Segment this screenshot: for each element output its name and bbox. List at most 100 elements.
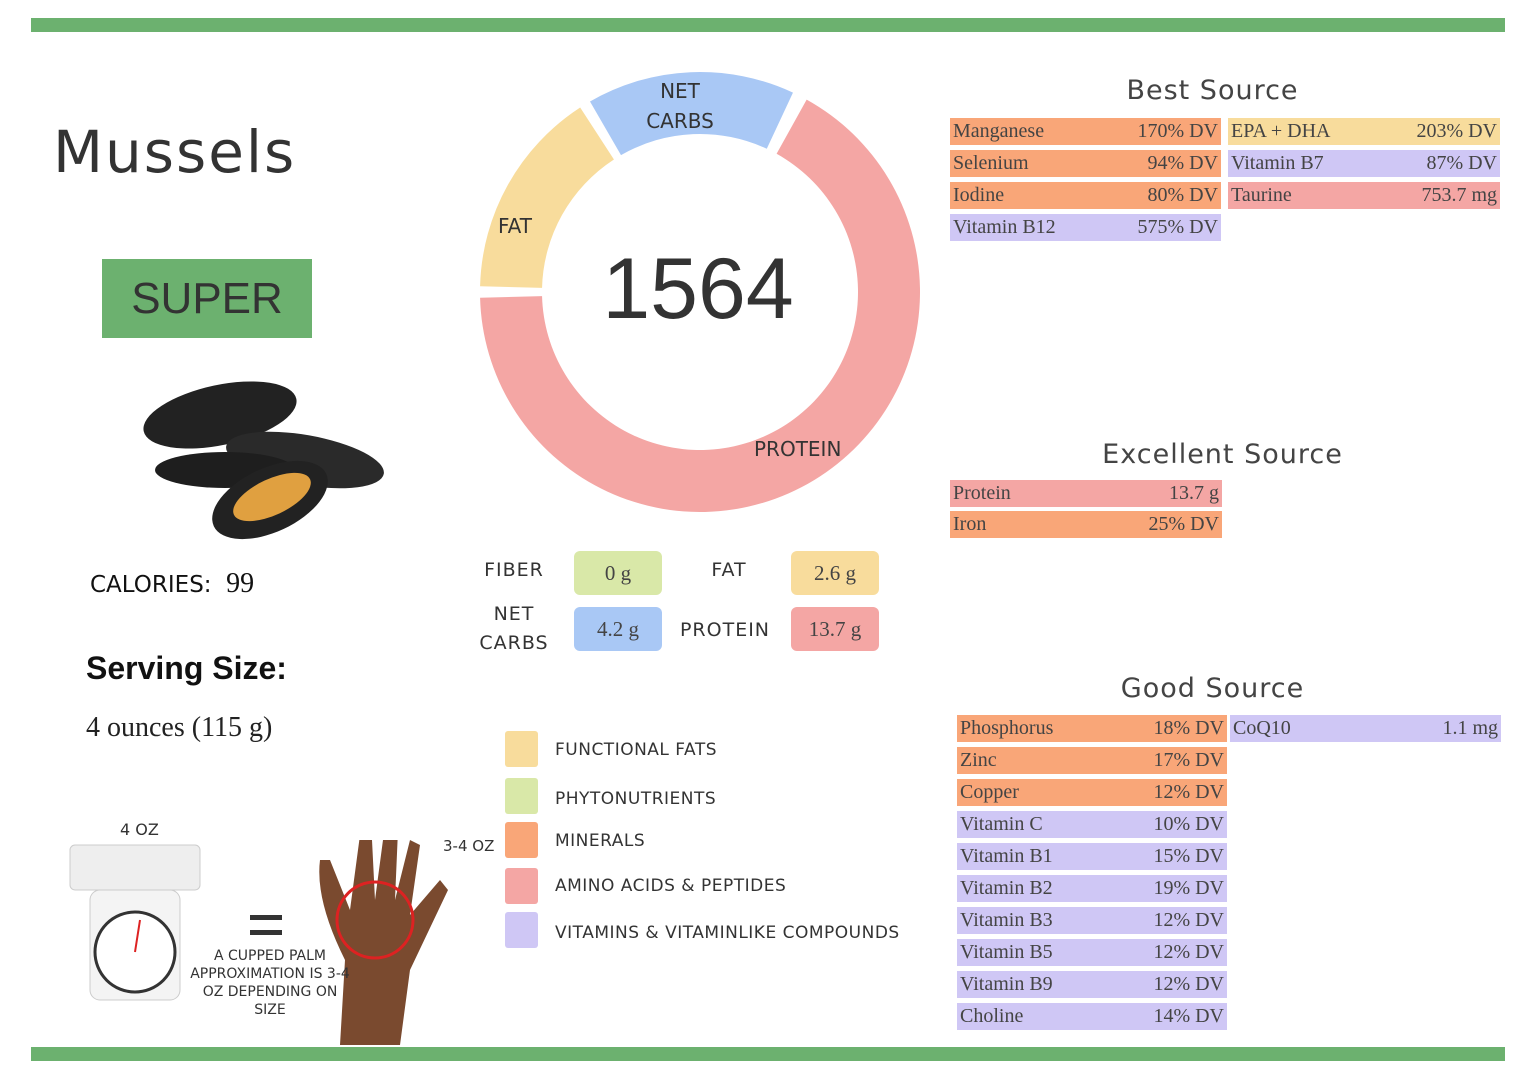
legend-label: MINERALS [555, 831, 646, 851]
section-title: Best Source [1126, 75, 1299, 106]
nutrient-name: Vitamin B12 [953, 216, 1056, 238]
nutrient-value: 203% DV [1416, 120, 1497, 142]
nutrient-value: 19% DV [1153, 877, 1224, 899]
nutrient-row: CoQ10 1.1 mg [1230, 715, 1501, 742]
nutrient-name: Iodine [953, 184, 1005, 206]
donut-segment [480, 107, 614, 288]
nutrient-name: Choline [960, 1005, 1024, 1027]
nutrient-value: 18% DV [1153, 717, 1224, 739]
nutrient-name: Phosphorus [960, 717, 1054, 739]
serving-value: 4 ounces (115 g) [86, 712, 273, 743]
nutrient-name: Iron [953, 513, 987, 535]
macro-value: 2.6 g [791, 551, 879, 595]
nutrient-name: Vitamin B7 [1231, 152, 1324, 174]
palm-weight: 3-4 OZ [443, 837, 495, 855]
nutrient-row: EPA + DHA 203% DV [1228, 118, 1500, 145]
macro-label: FIBER [484, 559, 544, 581]
nutrient-row: Selenium 94% DV [950, 150, 1221, 177]
nutrient-name: Selenium [953, 152, 1029, 174]
donut-carbs: NET CARBS [646, 79, 714, 133]
nutrient-value: 12% DV [1153, 973, 1224, 995]
nutrient-name: Vitamin B3 [960, 909, 1053, 931]
nutrient-name: CoQ10 [1233, 717, 1291, 739]
donut-protein: PROTEIN [754, 437, 842, 461]
nutrient-value: 575% DV [1137, 216, 1218, 238]
nutrient-name: Vitamin B1 [960, 845, 1053, 867]
nutrient-row: Copper 12% DV [957, 779, 1227, 806]
donut-segment [590, 72, 793, 156]
legend-label: VITAMINS & VITAMINLIKE COMPOUNDS [555, 923, 900, 943]
nutrient-row: Vitamin B5 12% DV [957, 939, 1227, 966]
nutrient-value: 1.1 mg [1442, 717, 1498, 739]
top-bar [31, 18, 1505, 32]
macro-label: PROTEIN [679, 619, 771, 641]
scale-illustration [69, 840, 448, 1045]
title: Mussels [53, 118, 297, 186]
nutrient-row: Vitamin B3 12% DV [957, 907, 1227, 934]
macro-value: 4.2 g [574, 607, 662, 651]
nutrient-value: 14% DV [1153, 1005, 1224, 1027]
donut-center: 1564 [602, 241, 794, 337]
scale-weight: 4 OZ [120, 820, 159, 839]
nutrient-name: Protein [953, 482, 1011, 504]
nutrient-row: Vitamin B12 575% DV [950, 214, 1221, 241]
nutrient-value: 87% DV [1426, 152, 1497, 174]
nutrient-row: Vitamin C 10% DV [957, 811, 1227, 838]
nutrient-name: Taurine [1231, 184, 1292, 206]
nutrient-value: 170% DV [1137, 120, 1218, 142]
nutrient-row: Iodine 80% DV [950, 182, 1221, 209]
calories-label: CALORIES: [90, 572, 212, 598]
legend-swatch [505, 868, 538, 904]
nutrient-row: Vitamin B9 12% DV [957, 971, 1227, 998]
nutrient-name: Vitamin B2 [960, 877, 1053, 899]
nutrient-row: Protein 13.7 g [950, 480, 1222, 507]
nutrient-name: Vitamin B9 [960, 973, 1053, 995]
calories: CALORIES: 99 [90, 568, 254, 600]
section-title: Excellent Source [1102, 439, 1343, 470]
nutrient-row: Iron 25% DV [950, 511, 1222, 538]
nutrient-row: Vitamin B1 15% DV [957, 843, 1227, 870]
nutrient-value: 12% DV [1153, 781, 1224, 803]
legend-swatch [505, 912, 538, 948]
macro-value: 13.7 g [791, 607, 879, 651]
serving-label: Serving Size: [86, 650, 287, 686]
donut [480, 72, 920, 512]
nutrient-value: 15% DV [1153, 845, 1224, 867]
palm-note: A CUPPED PALM APPROXIMATION IS 3-4 OZ DE… [190, 948, 350, 1018]
legend-label: AMINO ACIDS & PEPTIDES [555, 876, 787, 896]
nutrient-row: Phosphorus 18% DV [957, 715, 1227, 742]
legend-label: FUNCTIONAL FATS [555, 740, 718, 760]
nutrient-value: 94% DV [1147, 152, 1218, 174]
legend-swatch [505, 822, 538, 858]
macro-value: 0 g [574, 551, 662, 595]
nutrient-row: Vitamin B2 19% DV [957, 875, 1227, 902]
legend-swatch [505, 731, 538, 767]
nutrient-value: 12% DV [1153, 941, 1224, 963]
nutrient-row: Vitamin B7 87% DV [1228, 150, 1500, 177]
nutrient-name: Vitamin C [960, 813, 1043, 835]
badge: SUPER [102, 259, 312, 338]
donut-fat: FAT [498, 214, 533, 238]
nutrient-name: Zinc [960, 749, 997, 771]
nutrient-row: Zinc 17% DV [957, 747, 1227, 774]
mussels-image [143, 381, 384, 540]
nutrient-name: EPA + DHA [1231, 120, 1331, 142]
nutrient-value: 80% DV [1147, 184, 1218, 206]
bottom-bar [31, 1047, 1505, 1061]
nutrient-row: Taurine 753.7 mg [1228, 182, 1500, 209]
donut-segment [480, 99, 920, 512]
section-title: Good Source [1120, 673, 1305, 704]
macro-label: NET CARBS [479, 603, 549, 654]
nutrient-name: Manganese [953, 120, 1045, 142]
nutrient-row: Choline 14% DV [957, 1003, 1227, 1030]
calories-value: 99 [226, 568, 255, 599]
nutrient-value: 753.7 mg [1421, 184, 1497, 206]
legend-swatch [505, 778, 538, 814]
macro-label: FAT [711, 559, 747, 581]
nutrient-name: Copper [960, 781, 1019, 803]
nutrient-name: Vitamin B5 [960, 941, 1053, 963]
legend-label: PHYTONUTRIENTS [555, 789, 717, 809]
nutrient-value: 13.7 g [1169, 482, 1219, 504]
nutrient-value: 25% DV [1148, 513, 1219, 535]
